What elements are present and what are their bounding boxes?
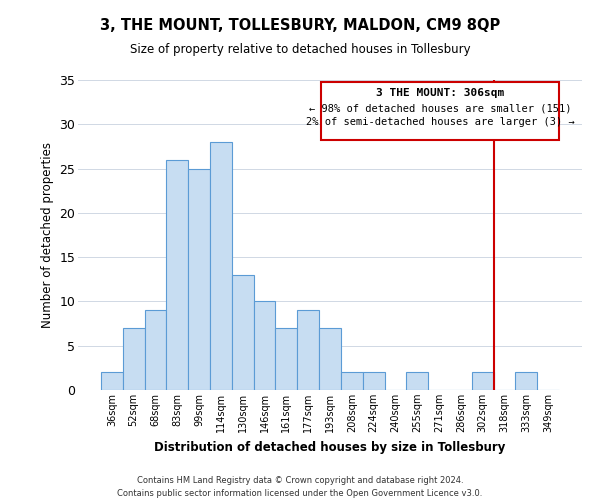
Bar [406,372,428,390]
Bar [232,275,254,390]
Bar [101,372,123,390]
Bar [319,328,341,390]
Text: 3, THE MOUNT, TOLLESBURY, MALDON, CM9 8QP: 3, THE MOUNT, TOLLESBURY, MALDON, CM9 8Q… [100,18,500,32]
Bar [254,302,275,390]
Bar [472,372,494,390]
Bar [210,142,232,390]
Bar [275,328,297,390]
Bar [188,168,210,390]
Bar [515,372,537,390]
Bar [341,372,363,390]
Text: Contains HM Land Registry data © Crown copyright and database right 2024.
Contai: Contains HM Land Registry data © Crown c… [118,476,482,498]
Bar [123,328,145,390]
Y-axis label: Number of detached properties: Number of detached properties [41,142,54,328]
Bar [145,310,166,390]
Text: ← 98% of detached houses are smaller (151): ← 98% of detached houses are smaller (15… [309,103,571,113]
Text: 2% of semi-detached houses are larger (3) →: 2% of semi-detached houses are larger (3… [305,117,574,127]
Bar [166,160,188,390]
Bar [363,372,385,390]
Text: 3 THE MOUNT: 306sqm: 3 THE MOUNT: 306sqm [376,88,504,98]
FancyBboxPatch shape [321,82,559,140]
Text: Size of property relative to detached houses in Tollesbury: Size of property relative to detached ho… [130,42,470,56]
X-axis label: Distribution of detached houses by size in Tollesbury: Distribution of detached houses by size … [154,440,506,454]
Bar [297,310,319,390]
